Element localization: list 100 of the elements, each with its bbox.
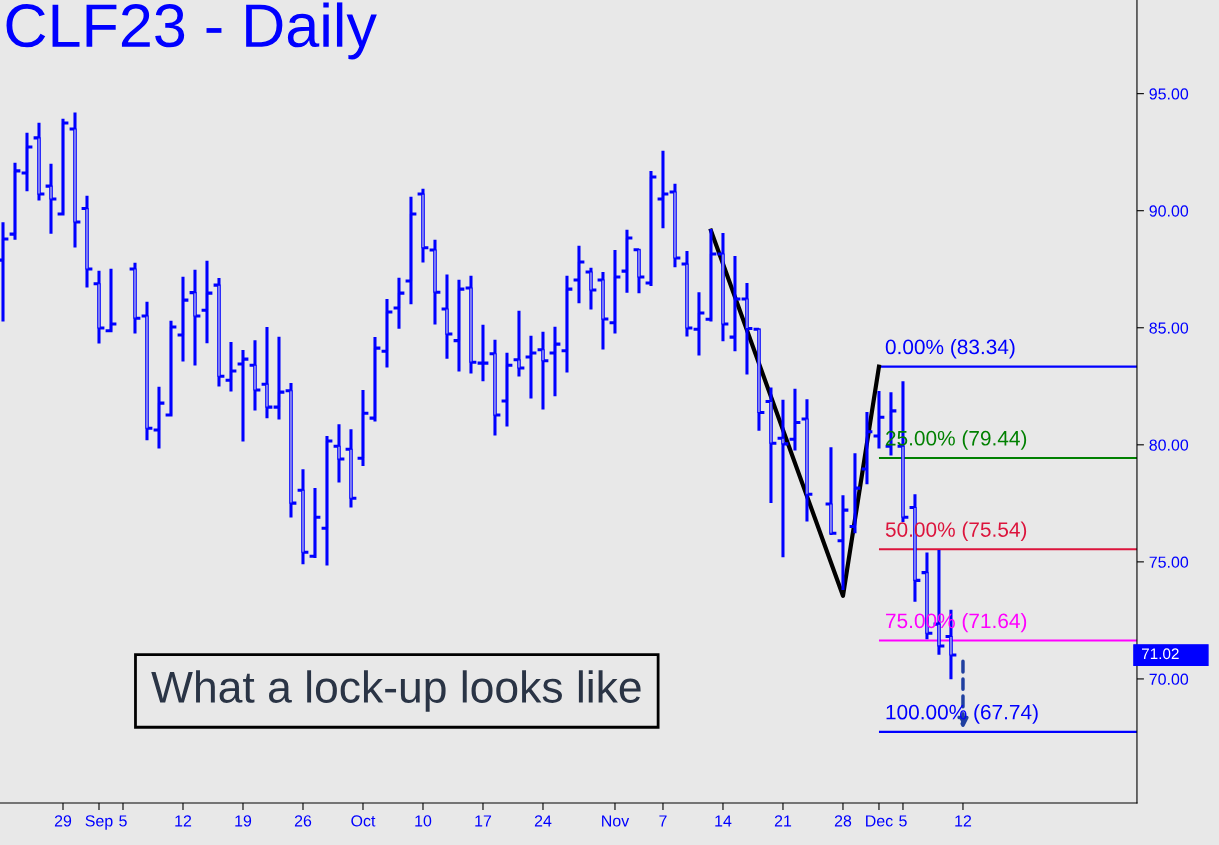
candlestick: [488, 338, 502, 437]
candlestick: [692, 290, 706, 358]
candlestick: [752, 326, 766, 433]
text: 71.02: [1141, 648, 1179, 660]
candlestick: [224, 340, 238, 393]
candlestick: [512, 309, 526, 378]
annotation: What a lock-up looks like: [151, 670, 641, 712]
candlestick: [200, 259, 214, 345]
candlestick: [44, 162, 58, 236]
x-tick-label: Oct: [351, 815, 376, 827]
x-tick-label: 10: [415, 815, 432, 827]
candlestick: [836, 493, 850, 592]
candlestick: [848, 451, 862, 535]
x-tick-label: Sep: [85, 815, 113, 830]
candlestick: [668, 182, 682, 269]
candlestick: [548, 325, 562, 398]
y-tick-label: 85.00: [1149, 322, 1189, 334]
candlestick: [476, 323, 490, 383]
candlestick: [680, 249, 694, 338]
candlestick: [824, 445, 838, 537]
ref-line-label: 100.00% (67.74): [886, 704, 1038, 724]
candlestick: [176, 275, 190, 363]
candlestick: [32, 121, 46, 202]
candlestick: [788, 387, 802, 452]
candlestick: [416, 187, 430, 264]
candlestick: [260, 325, 274, 420]
candlestick: [248, 338, 262, 412]
candlestick: [272, 335, 286, 422]
candlestick: [536, 330, 550, 411]
candlestick: [860, 410, 874, 486]
x-tick-label: 12: [955, 815, 972, 827]
x-tick-label: Dec: [866, 815, 893, 827]
candlestick: [164, 319, 178, 418]
candlestick: [104, 267, 118, 333]
candlestick: [188, 268, 202, 367]
x-tick-label: 14: [715, 815, 732, 827]
x-tick-label: 24: [534, 815, 552, 827]
x-tick-label: 12: [175, 815, 192, 827]
x-tick-label: 26: [294, 815, 312, 827]
candlestick: [596, 270, 610, 352]
candlestick: [440, 273, 454, 361]
candlestick: [92, 269, 106, 345]
candlestick: [80, 194, 94, 290]
candlestick: [368, 335, 382, 423]
candlestick: [620, 228, 634, 295]
y-tick-label: 90.00: [1149, 205, 1189, 217]
candlestick: [380, 297, 394, 370]
candlestick: [320, 434, 334, 568]
candlestick: [452, 278, 466, 374]
candlestick: [500, 351, 514, 429]
candlestick: [776, 398, 790, 559]
y-tick-label: 80.00: [1149, 439, 1189, 451]
chart-title: CLF23 - Daily: [6, 2, 377, 60]
candlestick: [308, 486, 322, 560]
candlestick: [764, 385, 778, 505]
candlestick: [800, 397, 814, 524]
x-tick-label: Nov: [602, 815, 630, 827]
x-tick-label: 7: [659, 815, 667, 827]
x-tick-label: 29: [54, 815, 72, 827]
candlestick: [560, 274, 574, 374]
candlestick: [68, 111, 82, 249]
ref-line-label: 0.00% (83.34): [885, 339, 1015, 359]
x-tick-label: 17: [475, 815, 492, 827]
candlestick: [236, 348, 250, 444]
candlestick: [740, 281, 754, 377]
candlestick: [584, 266, 598, 312]
x-tick-label: 21: [774, 815, 792, 827]
x-tick-label: 28: [834, 815, 852, 827]
candlestick: [572, 244, 586, 305]
candlestick: [392, 276, 406, 331]
candlestick: [524, 334, 538, 400]
candlestick: [872, 389, 886, 451]
candlestick: [632, 247, 646, 295]
x-tick-label: 19: [235, 815, 252, 827]
candlestick: [332, 422, 346, 485]
candlestick: [56, 117, 70, 217]
candlestick: [152, 385, 166, 451]
candlestick: [128, 261, 142, 335]
y-tick-label: 75.00: [1149, 556, 1189, 568]
candlestick: [464, 274, 478, 375]
candlestick: [356, 388, 370, 468]
candlestick: [608, 248, 622, 335]
y-tick-label: 70.00: [1149, 673, 1189, 685]
candlestick: [8, 161, 22, 242]
candlestick: [656, 149, 670, 230]
candlestick: [404, 195, 418, 306]
candlestick: [140, 300, 154, 442]
candlestick: [284, 381, 298, 520]
candlestick: [344, 427, 358, 510]
candlestick: [644, 169, 658, 288]
candlestick: [728, 254, 742, 353]
candlestick: [296, 467, 310, 566]
candlestick: [428, 238, 442, 327]
candlestick: [704, 227, 718, 323]
candlestick: [20, 131, 34, 193]
x-tick-label: 5: [119, 815, 127, 827]
candlestick: [212, 276, 226, 389]
y-tick-label: 95.00: [1149, 88, 1189, 100]
candlestick: [716, 231, 730, 343]
x-tick-label: 5: [899, 815, 907, 827]
